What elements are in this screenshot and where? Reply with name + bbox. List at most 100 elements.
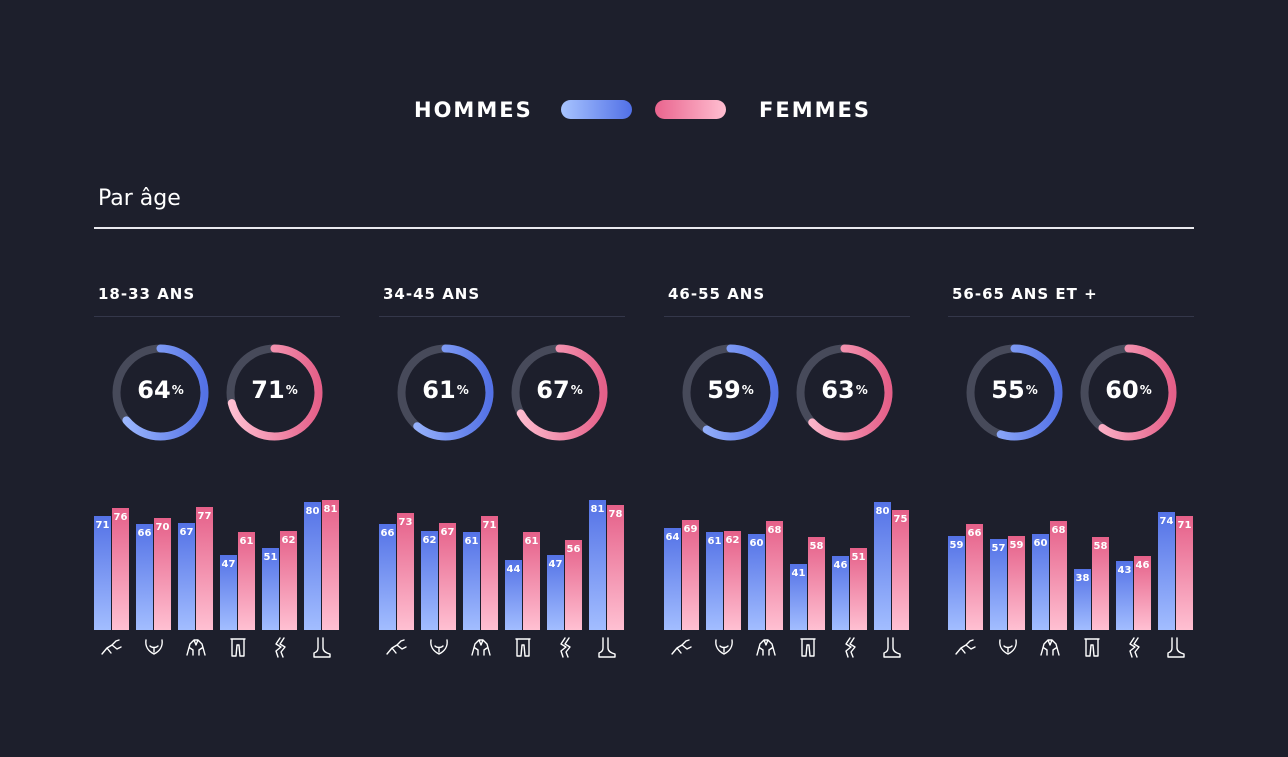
legs-icon-glyph [230,638,246,657]
women-donut-value: 63% [794,376,895,404]
men-bar: 64 [664,527,681,630]
back-icon-glyph [186,639,206,656]
men-donut-number: 55 [991,376,1025,404]
men-bar-label: 62 [422,534,437,546]
age-group-divider [948,316,1194,317]
women-bar: 62 [724,530,741,630]
women-bar-label: 71 [1177,520,1192,532]
women-bar-label: 62 [281,534,296,546]
men-bar-label: 60 [749,538,764,549]
women-donut: 60% [1078,342,1179,443]
women-bar-label: 58 [1093,541,1108,553]
foot-icon-glyph [1167,637,1185,658]
age-group-divider [94,316,340,317]
women-bar: 70 [154,518,171,630]
men-donut-arc [682,344,779,441]
age-group-divider [379,316,625,317]
men-bar-label: 64 [665,531,680,543]
women-bar: 61 [523,532,540,630]
men-donut: 64% [110,342,211,443]
men-bar-label: 51 [263,552,278,564]
back-icon [1038,636,1062,658]
women-bar: 58 [808,537,825,630]
men-bar: 66 [379,524,396,630]
women-bar: 68 [766,521,783,630]
percent-sign: % [741,383,754,397]
legs-icon-glyph [1084,638,1100,657]
men-bar: 41 [790,564,807,630]
women-donut-number: 63 [821,376,855,404]
women-donut-arc [511,344,608,441]
men-bar: 47 [547,554,564,630]
men-bar: 74 [1158,511,1175,630]
men-bar-label: 47 [548,558,563,570]
women-bar-label: 73 [398,517,413,529]
bar-chart: 71 76 66 70 67 77 47 61 51 62 80 81 [94,470,342,630]
women-bar-label: 77 [197,510,212,522]
women-bar-label: 70 [155,522,170,533]
men-bar: 71 [94,516,111,630]
women-bar-label: 71 [482,520,497,532]
shoulder-icon [100,636,124,658]
men-bar-label: 81 [590,504,605,516]
men-bar-label: 44 [506,563,521,575]
men-bar-label: 46 [833,560,848,572]
bar-chart: 59 66 57 59 60 68 38 58 43 46 74 71 [948,470,1196,630]
men-bar-label: 59 [949,539,964,551]
women-bar: 59 [1008,535,1025,630]
legend: HOMMES FEMMES [0,92,1288,128]
men-donut: 55% [964,342,1065,443]
women-bar-label: 78 [608,509,623,521]
women-donut: 71% [224,342,325,443]
women-donut-ring [1080,344,1177,441]
women-donut-value: 60% [1078,376,1179,404]
women-donut-number: 71 [251,376,285,404]
men-bar: 59 [948,535,965,630]
percent-sign: % [456,383,469,397]
women-bar: 56 [565,540,582,630]
men-donut: 59% [680,342,781,443]
men-bar: 62 [421,530,438,630]
legend-men-swatch [561,100,632,119]
men-bar-label: 74 [1159,515,1174,527]
shoulder-icon-glyph [386,639,407,655]
bar-chart: 64 69 61 62 60 68 41 58 46 51 80 75 [664,470,912,630]
chest-icon-glyph [145,639,163,655]
shoulder-icon [670,636,694,658]
men-bar: 38 [1074,569,1091,630]
men-bar: 51 [262,548,279,630]
section-title: Par âge [98,186,181,211]
men-bar: 44 [505,559,522,630]
women-bar-label: 76 [113,512,128,524]
back-icon-glyph [471,639,491,656]
men-bar-label: 80 [875,506,890,517]
percent-sign: % [285,383,298,397]
men-donut-ring [397,344,494,441]
men-bar: 80 [874,502,891,630]
men-bar-label: 61 [707,536,722,548]
women-bar: 46 [1134,556,1151,630]
legs-icon [226,636,250,658]
women-bar-label: 56 [566,544,581,556]
women-bar-label: 58 [809,541,824,553]
foot-icon-glyph [883,637,901,658]
men-bar-label: 38 [1075,573,1090,585]
men-bar-label: 60 [1033,538,1048,549]
knee-icon [1122,636,1146,658]
men-donut-value: 55% [964,376,1065,404]
women-bar: 51 [850,548,867,630]
women-bar-label: 81 [323,504,338,516]
women-donut-arc [796,344,893,441]
women-bar-label: 75 [893,514,908,525]
shoulder-icon-glyph [671,639,692,655]
women-bar: 71 [481,516,498,630]
women-bar-label: 51 [851,552,866,564]
section-divider [94,227,1194,229]
men-donut-value: 64% [110,376,211,404]
women-bar-label: 61 [524,536,539,548]
men-bar: 43 [1116,561,1133,630]
women-bar-label: 61 [239,536,254,548]
women-donut-number: 60 [1105,376,1139,404]
legs-icon [796,636,820,658]
knee-icon [268,636,292,658]
